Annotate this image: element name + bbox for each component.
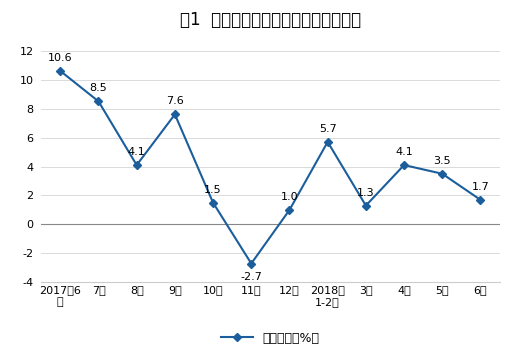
当月增速（%） — [210, 201, 216, 205]
Text: 10.6: 10.6 — [48, 53, 73, 63]
Text: 7.6: 7.6 — [166, 96, 184, 106]
当月增速（%） — [363, 203, 369, 208]
Text: 5.7: 5.7 — [319, 124, 336, 134]
Text: 3.5: 3.5 — [434, 156, 451, 166]
当月增速（%） — [439, 172, 445, 176]
当月增速（%） — [95, 99, 101, 104]
Text: 4.1: 4.1 — [395, 147, 413, 157]
当月增速（%） — [286, 208, 293, 212]
Text: 1.3: 1.3 — [357, 188, 375, 198]
Text: 1.5: 1.5 — [204, 185, 222, 195]
当月增速（%） — [401, 163, 407, 167]
Text: 1.0: 1.0 — [281, 192, 298, 202]
当月增速（%） — [477, 198, 484, 202]
当月增速（%） — [172, 112, 178, 117]
当月增速（%） — [248, 261, 254, 266]
Text: 4.1: 4.1 — [128, 147, 146, 157]
Text: 1.7: 1.7 — [472, 182, 489, 192]
Legend: 当月增速（%）: 当月增速（%） — [216, 327, 324, 350]
Text: -2.7: -2.7 — [241, 272, 262, 282]
当月增速（%） — [133, 163, 140, 167]
Line: 当月增速（%）: 当月增速（%） — [58, 68, 483, 266]
当月增速（%） — [324, 140, 331, 144]
当月增速（%） — [57, 69, 63, 73]
Title: 图1  规模以上工业原煤产量月度走势图: 图1 规模以上工业原煤产量月度走势图 — [180, 11, 361, 29]
Text: 8.5: 8.5 — [90, 83, 107, 93]
